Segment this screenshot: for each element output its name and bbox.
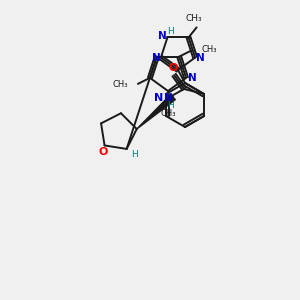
Text: CH₃: CH₃ <box>112 80 128 89</box>
Text: N: N <box>154 93 164 103</box>
Text: N: N <box>196 52 205 63</box>
Text: O: O <box>168 63 178 73</box>
Text: CH₃: CH₃ <box>201 45 217 54</box>
Text: H: H <box>167 101 173 110</box>
Text: O: O <box>99 147 108 158</box>
Text: H: H <box>167 27 174 36</box>
Text: N: N <box>158 32 167 41</box>
Text: CH₃: CH₃ <box>185 14 202 23</box>
Text: N: N <box>188 73 197 83</box>
Text: H: H <box>131 150 138 159</box>
Polygon shape <box>137 94 176 129</box>
Text: CH₃: CH₃ <box>160 109 176 118</box>
Text: N: N <box>152 52 160 63</box>
Text: N: N <box>164 93 172 103</box>
